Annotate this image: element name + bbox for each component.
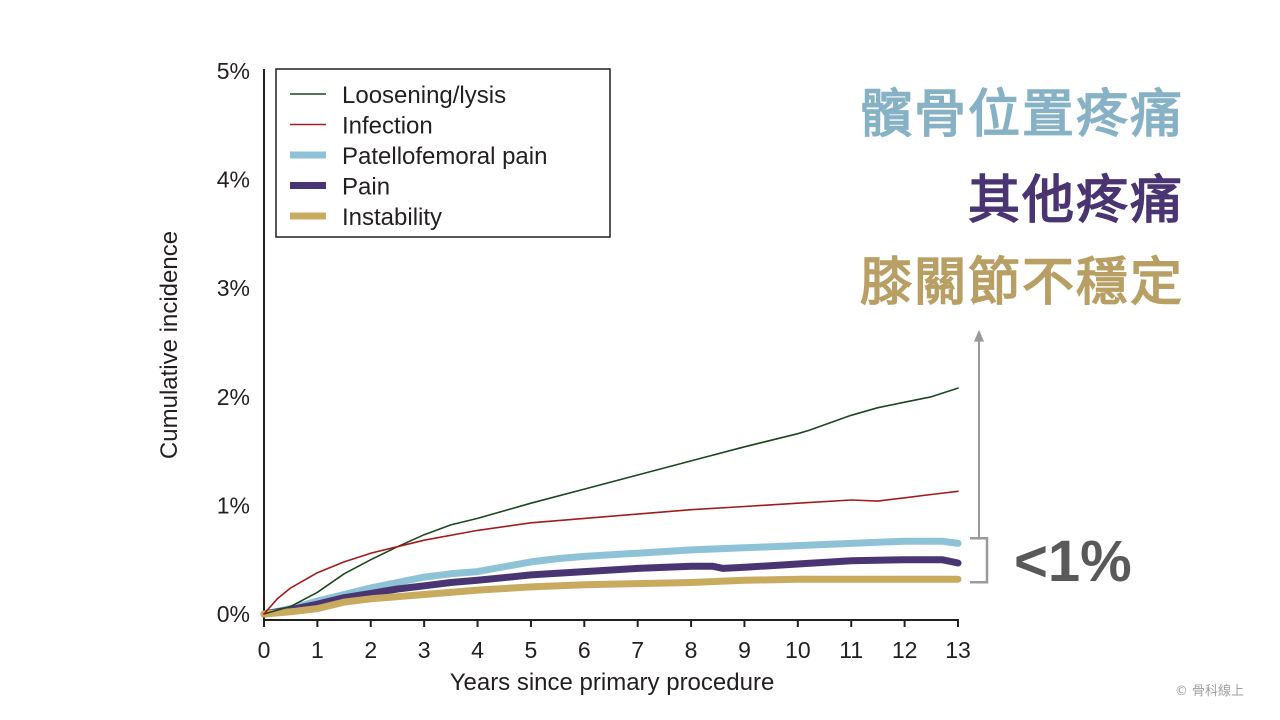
series-line-loosening-lysis <box>263 387 959 615</box>
series-line-instability <box>260 575 962 618</box>
less-than-one-percent-label: <1% <box>1014 529 1132 594</box>
x-tick-label: 6 <box>578 637 591 663</box>
y-tick-label: 3% <box>217 275 250 301</box>
x-tick-label: 12 <box>892 637 918 663</box>
legend-label-patellofemoral-pain: Patellofemoral pain <box>342 143 547 170</box>
legend-label-infection: Infection <box>342 113 433 140</box>
annotations <box>970 329 989 584</box>
x-tick-label: 1 <box>311 637 324 663</box>
y-tick-label: 1% <box>217 492 250 518</box>
label-knee-instability-zh: 膝關節不穩定 <box>859 253 1184 313</box>
series-line-patellofemoral-pain <box>260 537 962 618</box>
series-line-pain <box>260 556 962 618</box>
legend-label-pain: Pain <box>342 174 390 201</box>
legend: Loosening/lysis Infection Patellofemoral p… <box>275 68 611 238</box>
series-lines <box>260 387 962 618</box>
upward-arrow-head <box>974 329 984 342</box>
label-patellofemoral-pain-zh: 髕骨位置疼痛 <box>859 85 1184 145</box>
x-tick-label: 0 <box>258 637 271 663</box>
x-tick-label: 5 <box>525 637 538 663</box>
y-tick-label: 0% <box>217 601 250 627</box>
series-line-infection <box>263 490 959 615</box>
legend-label-instability: Instability <box>342 204 442 231</box>
x-tick-label: 9 <box>738 637 751 663</box>
y-tick-label: 2% <box>217 384 250 410</box>
x-axis-title: Years since primary procedure <box>450 669 775 696</box>
y-tick-label: 5% <box>217 58 250 84</box>
x-tick-label: 2 <box>364 637 377 663</box>
bracket-less-than-one-percent <box>970 536 989 584</box>
copyright-text: © 骨科線上 <box>1174 684 1244 699</box>
tick-labels: 0 1 2 3 4 5 6 7 8 9 10 11 12 130%1%2%3%4%5% <box>217 58 971 663</box>
label-other-pain-zh: 其他疼痛 <box>967 171 1184 231</box>
x-tick-label: 4 <box>471 637 484 663</box>
x-tick-label: 3 <box>418 637 431 663</box>
x-tick-label: 8 <box>685 637 698 663</box>
x-tick-label: 7 <box>631 637 644 663</box>
x-tick-label: 13 <box>945 637 971 663</box>
legend-label-loosening-lysis: Loosening/lysis <box>342 82 506 109</box>
axes <box>263 69 959 627</box>
legend-box <box>275 68 611 238</box>
y-axis-title: Cumulative incidence <box>156 231 183 459</box>
x-tick-label: 11 <box>839 637 863 663</box>
y-tick-label: 4% <box>217 167 250 193</box>
x-tick-label: 10 <box>785 637 811 663</box>
